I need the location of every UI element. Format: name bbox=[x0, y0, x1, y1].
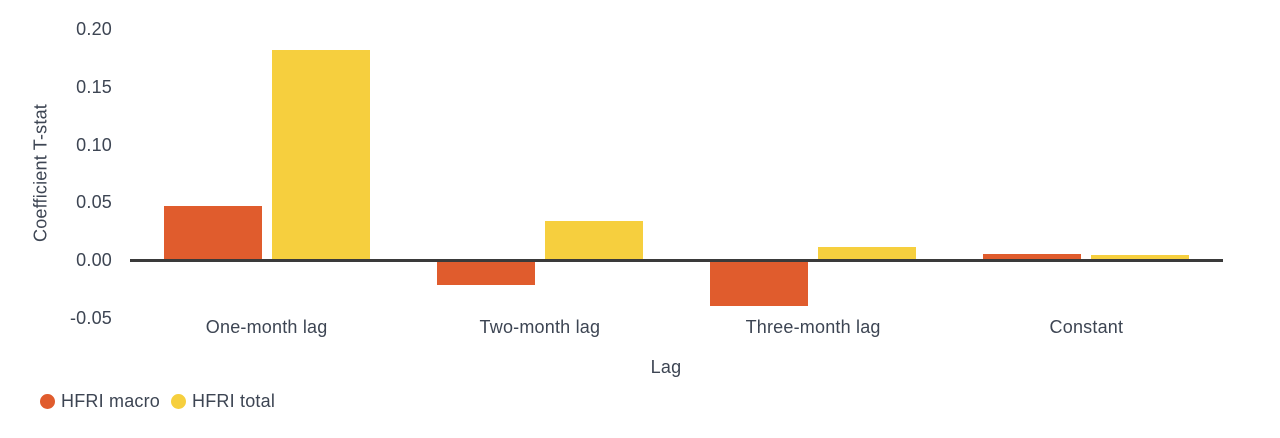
category-label-one-month-lag: One-month lag bbox=[205, 317, 328, 337]
legend-swatch-icon bbox=[171, 394, 187, 409]
x-axis-title: Lag bbox=[650, 357, 682, 377]
chart-legend: HFRI macro HFRI total bbox=[40, 391, 275, 412]
y-tick-label-0.15: 0.15 bbox=[76, 76, 112, 97]
zero-axis-line bbox=[130, 258, 1223, 262]
y-tick-label-0.00: 0.00 bbox=[76, 250, 112, 270]
legend-item-hfri-macro: HFRI macro bbox=[40, 391, 160, 412]
legend-swatch-icon bbox=[40, 394, 55, 409]
bar-hfri-macro-two-month-lag bbox=[436, 262, 535, 286]
bar-hfri-total-two-month-lag bbox=[544, 220, 643, 260]
y-tick-label-0.10: 0.10 bbox=[76, 134, 112, 155]
legend-label: HFRI total bbox=[192, 391, 276, 411]
bar-hfri-total-three-month-lag bbox=[818, 247, 917, 260]
bar-hfri-total-one-month-lag bbox=[271, 49, 370, 260]
bar-hfri-macro-one-month-lag bbox=[163, 205, 262, 260]
bar-hfri-total-constant bbox=[1091, 255, 1190, 260]
y-tick-label-0.20: 0.20 bbox=[76, 19, 112, 39]
y-tick-label--0.05: -0.05 bbox=[69, 307, 112, 328]
bar-hfri-macro-constant bbox=[983, 254, 1082, 260]
category-label-constant: Constant bbox=[1049, 317, 1124, 337]
category-label-two-month-lag: Two-month lag bbox=[479, 317, 601, 337]
y-tick-label-0.05: 0.05 bbox=[76, 192, 112, 213]
bar-hfri-macro-three-month-lag bbox=[710, 262, 809, 306]
category-label-three-month-lag: Three-month lag bbox=[745, 317, 881, 337]
legend-label: HFRI macro bbox=[61, 391, 161, 411]
legend-item-hfri-total: HFRI total bbox=[171, 391, 275, 412]
